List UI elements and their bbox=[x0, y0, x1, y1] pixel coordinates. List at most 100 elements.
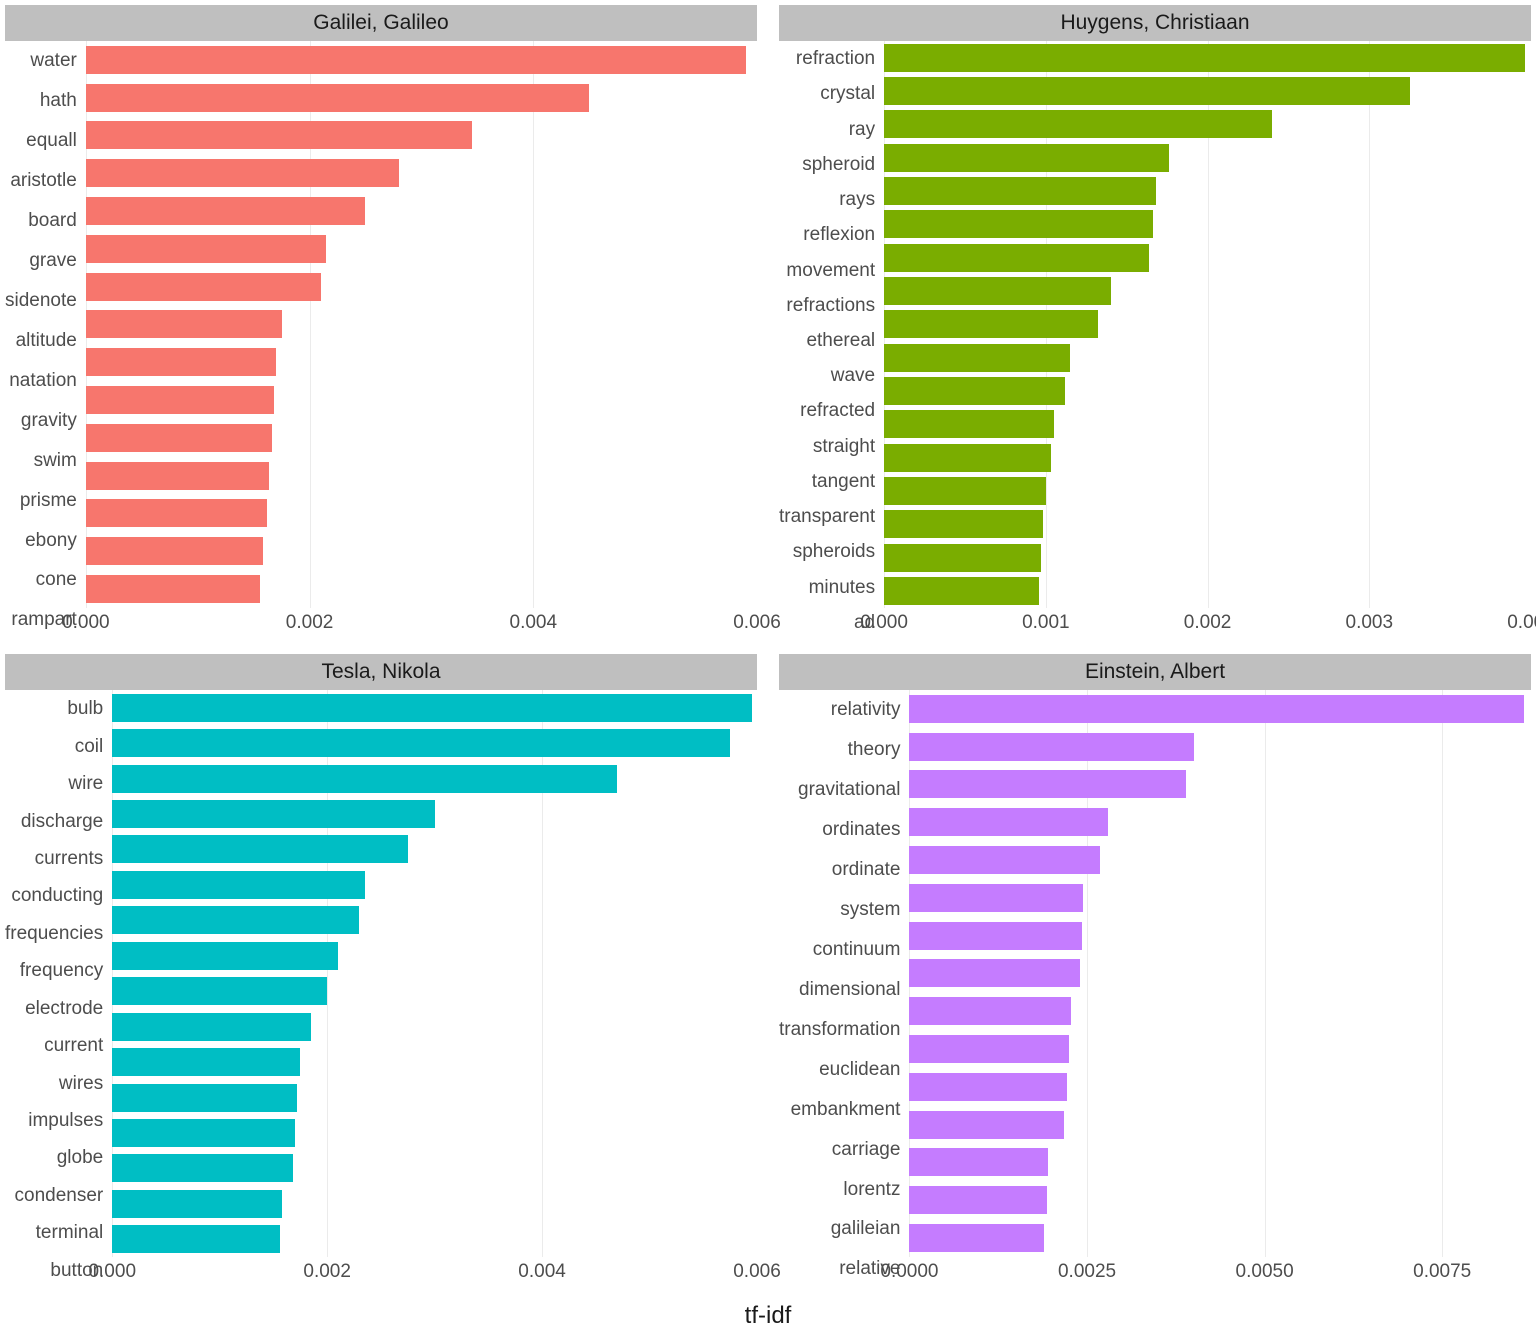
bar bbox=[112, 1225, 280, 1253]
bar bbox=[112, 977, 327, 1005]
y-tick-label: dimensional bbox=[799, 980, 900, 999]
facet-strip-title: Galilei, Galileo bbox=[5, 5, 757, 41]
bar bbox=[112, 1119, 295, 1147]
bar bbox=[112, 942, 338, 970]
bar bbox=[884, 510, 1042, 538]
y-tick-label: galileian bbox=[831, 1219, 901, 1238]
y-tick-label: frequency bbox=[20, 961, 103, 980]
bar bbox=[884, 210, 1152, 238]
y-axis-labels: waterhathequallaristotleboardgravesideno… bbox=[5, 41, 85, 640]
y-tick-label: rays bbox=[839, 190, 875, 209]
bar bbox=[86, 424, 272, 452]
y-tick-label: wave bbox=[831, 366, 875, 385]
y-tick-label: ebony bbox=[25, 531, 77, 550]
bar bbox=[884, 144, 1169, 172]
y-tick-label: movement bbox=[786, 261, 875, 280]
bar bbox=[909, 695, 1523, 723]
bar bbox=[909, 922, 1082, 950]
y-axis-labels: bulbcoilwiredischargecurrentsconductingf… bbox=[5, 690, 111, 1289]
bar bbox=[86, 575, 261, 603]
bar bbox=[909, 959, 1079, 987]
y-axis-labels: relativity theory gravitational ordinates or… bbox=[779, 690, 908, 1289]
y-axis-labels: refractioncrystalrayspheroidraysreflexio… bbox=[779, 41, 883, 640]
y-tick-label: discharge bbox=[21, 812, 103, 831]
y-tick-label: currents bbox=[35, 849, 104, 868]
y-tick-label: carriage bbox=[832, 1140, 901, 1159]
bar bbox=[909, 846, 1099, 874]
y-tick-label: transformation bbox=[779, 1020, 900, 1039]
y-tick-label: current bbox=[44, 1036, 103, 1055]
bar bbox=[884, 310, 1097, 338]
bar bbox=[112, 765, 617, 793]
bar bbox=[884, 444, 1051, 472]
x-tick-label: 0.0050 bbox=[1236, 1261, 1294, 1283]
bar bbox=[884, 577, 1039, 605]
y-tick-label: relativity bbox=[831, 700, 901, 719]
y-tick-label: theory bbox=[848, 740, 901, 759]
bar bbox=[909, 1111, 1064, 1139]
y-tick-label: straight bbox=[813, 437, 875, 456]
bar bbox=[112, 835, 408, 863]
x-tick-label: 0.000 bbox=[88, 1261, 136, 1283]
bar bbox=[909, 1148, 1048, 1176]
y-tick-label: ordinates bbox=[822, 820, 900, 839]
y-tick-label: aristotle bbox=[10, 171, 77, 190]
bar bbox=[112, 1013, 311, 1041]
bar bbox=[112, 1154, 293, 1182]
y-tick-label: hath bbox=[40, 91, 77, 110]
y-tick-label: tangent bbox=[812, 472, 875, 491]
bar bbox=[884, 410, 1054, 438]
y-tick-label: spheroids bbox=[793, 542, 875, 561]
bar bbox=[86, 537, 263, 565]
bar bbox=[86, 121, 472, 149]
facet-strip-title: Einstein, Albert bbox=[779, 654, 1531, 690]
bar bbox=[86, 310, 282, 338]
x-tick-label: 0.002 bbox=[286, 612, 334, 634]
bar bbox=[884, 344, 1070, 372]
bar bbox=[112, 1190, 282, 1218]
bar bbox=[909, 884, 1083, 912]
y-tick-label: condenser bbox=[15, 1186, 104, 1205]
bar bbox=[884, 110, 1272, 138]
y-tick-label: euclidean bbox=[819, 1060, 900, 1079]
bar bbox=[112, 800, 434, 828]
x-tick-label: 0.002 bbox=[1184, 612, 1232, 634]
bar bbox=[86, 348, 276, 376]
x-tick-label: 0.004 bbox=[510, 612, 558, 634]
y-tick-label: lorentz bbox=[843, 1180, 900, 1199]
facet-panel: Huygens, Christiaanrefractioncrystalrays… bbox=[779, 5, 1531, 640]
y-tick-label: wires bbox=[59, 1074, 103, 1093]
y-tick-label: terminal bbox=[36, 1223, 104, 1242]
y-tick-label: spheroid bbox=[802, 155, 875, 174]
bar bbox=[909, 733, 1193, 761]
bar bbox=[112, 1084, 297, 1112]
x-tick-label: 0.004 bbox=[518, 1261, 566, 1283]
plot-area bbox=[112, 690, 757, 1257]
y-tick-label: impulses bbox=[28, 1111, 103, 1130]
bar bbox=[86, 499, 267, 527]
y-tick-label: gravitational bbox=[798, 780, 900, 799]
x-tick-label: 0.003 bbox=[1346, 612, 1394, 634]
y-tick-label: wire bbox=[68, 774, 103, 793]
bar bbox=[884, 77, 1410, 105]
y-tick-label: bulb bbox=[67, 699, 103, 718]
bar bbox=[112, 871, 365, 899]
bar bbox=[884, 177, 1156, 205]
y-tick-label: equall bbox=[26, 131, 77, 150]
y-tick-label: system bbox=[840, 900, 900, 919]
facet-strip-title: Tesla, Nikola bbox=[5, 654, 757, 690]
bar bbox=[909, 1186, 1046, 1214]
bar bbox=[112, 694, 751, 722]
y-tick-label: ordinate bbox=[832, 860, 901, 879]
x-tick-label: 0.0075 bbox=[1413, 1261, 1471, 1283]
bar bbox=[86, 462, 269, 490]
x-axis-title: tf-idf bbox=[745, 1302, 792, 1330]
bar bbox=[909, 1073, 1067, 1101]
bar bbox=[112, 906, 359, 934]
facet-panel: Galilei, Galileowaterhathequallaristotle… bbox=[5, 5, 757, 640]
x-tick-label: 0.004 bbox=[1507, 612, 1536, 634]
bar bbox=[86, 84, 589, 112]
x-tick-label: 0.001 bbox=[1022, 612, 1070, 634]
bar bbox=[909, 1035, 1069, 1063]
bar bbox=[86, 235, 326, 263]
